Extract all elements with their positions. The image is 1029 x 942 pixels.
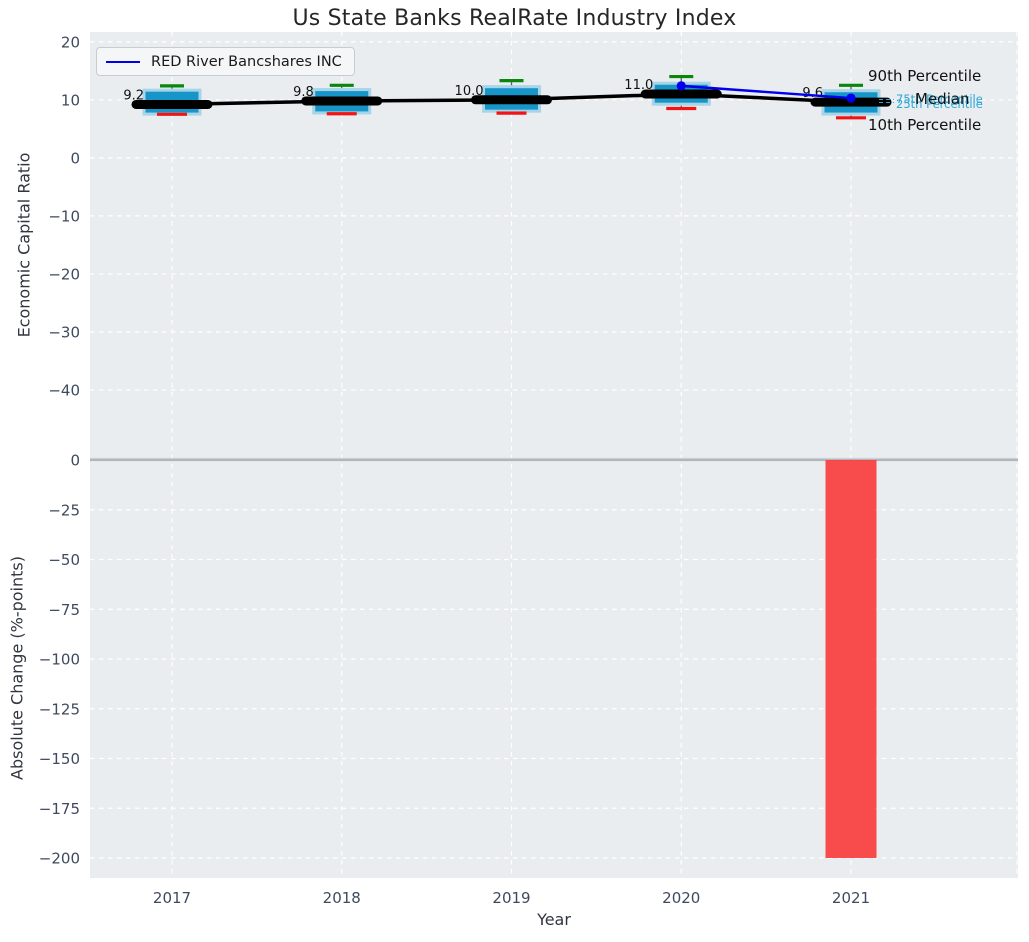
- bottom-y-axis-label: Absolute Change (%-points): [7, 556, 27, 780]
- y-tick-label: 20: [61, 33, 80, 51]
- y-tick-label: −10: [48, 207, 80, 225]
- x-tick-label: 2018: [323, 889, 361, 907]
- x-tick-label: 2019: [492, 889, 530, 907]
- median-value-label: 11.0: [624, 78, 653, 93]
- y-tick-label: −200: [39, 850, 80, 868]
- median-value-label: 9.2: [123, 88, 144, 103]
- annotation-90th-percentile: 90th Percentile: [868, 67, 982, 85]
- y-tick-label: −25: [48, 501, 80, 519]
- y-tick-label: −30: [48, 324, 80, 342]
- x-axis-label: Year: [537, 910, 571, 929]
- y-tick-label: −20: [48, 265, 80, 283]
- y-tick-label: −150: [39, 750, 80, 768]
- legend: RED River Bancshares INC: [96, 47, 355, 76]
- annotation-10th-percentile: 10th Percentile: [868, 116, 982, 134]
- y-tick-label: −75: [48, 601, 80, 619]
- plot-background: [90, 32, 1018, 878]
- company-point: [676, 81, 686, 91]
- x-tick-label: 2021: [832, 889, 870, 907]
- median-value-label: 10.0: [455, 84, 484, 99]
- legend-series-label: RED River Bancshares INC: [151, 53, 342, 70]
- y-tick-label: −125: [39, 700, 80, 718]
- top-y-axis-label: Economic Capital Ratio: [14, 152, 34, 338]
- y-tick-label: −50: [48, 551, 80, 569]
- median-value-label: 9.8: [293, 85, 314, 100]
- y-tick-label: 0: [70, 149, 80, 167]
- bar-negative-change: [825, 460, 877, 858]
- y-tick-label: 0: [70, 452, 80, 470]
- annotation-75th-percentile: 75th Percentile: [896, 92, 983, 106]
- median-value-label: 9.6: [802, 86, 823, 101]
- annotation-25th-percentile: 25th Percentile: [896, 97, 983, 111]
- company-line: [681, 84, 852, 100]
- y-tick-label: −175: [39, 800, 80, 818]
- y-tick-label: −100: [39, 651, 80, 669]
- chart-title: Us State Banks RealRate Industry Index: [292, 6, 737, 31]
- x-tick-label: 2020: [662, 889, 700, 907]
- x-tick-label: 2017: [153, 889, 191, 907]
- y-tick-label: 10: [61, 91, 80, 109]
- legend-line-swatch: [106, 60, 140, 63]
- company-point: [846, 93, 856, 103]
- annotation-median: Median: [915, 90, 970, 108]
- y-tick-label: −40: [48, 382, 80, 400]
